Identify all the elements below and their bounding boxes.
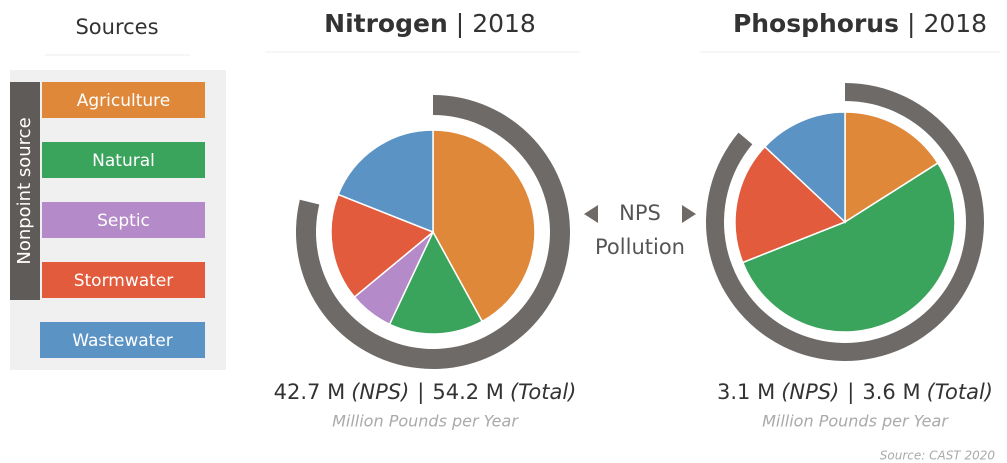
source: Source: CAST 2020: [880, 449, 996, 463]
pie-slice: [763, 111, 846, 224]
pie-slice: [741, 162, 956, 333]
arrow-left: [584, 205, 598, 223]
group-bar: [10, 82, 40, 300]
totals: 42.7 M (NPS) | 54.2 M (Total): [274, 380, 577, 405]
total-tag: (Total): [927, 380, 993, 404]
legend-label: Wastewater: [72, 331, 173, 351]
total-value: 3.6 M: [862, 380, 920, 404]
legend-title: Sources: [75, 15, 158, 39]
arrow-right: [682, 205, 696, 223]
separator: |: [907, 9, 915, 38]
nps-tag: (NPS): [351, 380, 409, 404]
pie-slice: [432, 129, 536, 323]
chart-title: Phosphorus | 2018: [733, 9, 987, 38]
title-name: Phosphorus: [733, 9, 899, 38]
group-label: Nonpoint source: [14, 117, 35, 264]
center-label: NPS: [619, 201, 661, 225]
unit: Million Pounds per Year: [332, 412, 519, 431]
legend-label: Stormwater: [74, 271, 174, 291]
legend-swatch: [40, 322, 205, 358]
legend-label: Septic: [97, 211, 150, 231]
total-value: 54.2 M: [432, 380, 504, 404]
legend-label: Agriculture: [77, 91, 171, 111]
pie-slice: [734, 145, 847, 264]
separator: |: [456, 9, 464, 38]
separator: |: [847, 380, 854, 405]
pie-slice: [337, 129, 434, 234]
pie-slice: [844, 111, 939, 224]
legend-label: Natural: [92, 151, 155, 171]
total-tag: (Total): [510, 380, 576, 404]
legend-swatch: [42, 202, 205, 238]
center-label: Pollution: [595, 235, 685, 259]
pie-slice: [388, 230, 484, 335]
nps-value: 3.1 M: [717, 380, 775, 404]
totals: 3.1 M (NPS) | 3.6 M (Total): [717, 380, 993, 405]
nps-value: 42.7 M: [274, 380, 346, 404]
pie-slice: [330, 193, 435, 299]
nps-tag: (NPS): [781, 380, 839, 404]
unit: Million Pounds per Year: [762, 412, 949, 431]
title-name: Nitrogen: [324, 9, 448, 38]
title-year: 2018: [472, 9, 536, 38]
title-year: 2018: [923, 9, 987, 38]
legend-swatch: [42, 142, 205, 178]
legend-swatch: [42, 82, 205, 118]
chart-title: Nitrogen | 2018: [324, 9, 536, 38]
separator: |: [417, 380, 424, 405]
legend-swatch: [42, 262, 205, 298]
